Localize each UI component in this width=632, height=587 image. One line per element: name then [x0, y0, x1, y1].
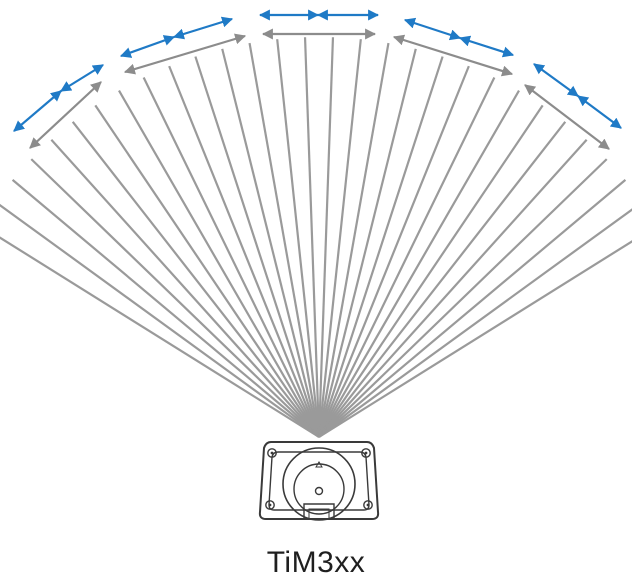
double-arrow-icon [403, 17, 462, 41]
scan-beam [317, 48, 417, 438]
double-arrow-icon [29, 81, 102, 149]
scan-beam [248, 42, 321, 438]
scan-beam [303, 37, 321, 438]
double-arrow-icon [172, 16, 234, 40]
scan-beam [94, 104, 320, 438]
double-arrow-icon [458, 35, 515, 58]
scan-beam [318, 77, 496, 438]
scan-beam [317, 37, 335, 438]
scan-beams [0, 37, 632, 438]
scan-beam [318, 90, 520, 438]
device-caption: TiM3xx [266, 546, 366, 579]
scan-beam [11, 179, 320, 438]
scan-beam [318, 179, 627, 438]
double-arrow-icon [13, 90, 62, 132]
scan-beam [142, 77, 320, 438]
scan-beam [276, 39, 321, 438]
scan-beam [318, 158, 608, 438]
double-arrow-icon [524, 84, 610, 150]
double-arrow-icon [392, 34, 514, 77]
double-arrow-icon [123, 33, 247, 75]
scan-beam [317, 42, 390, 438]
double-arrow-icon [533, 63, 579, 97]
scan-beam [317, 56, 444, 438]
scan-beam [0, 203, 320, 438]
scan-beam [318, 121, 567, 438]
scan-beam [0, 236, 320, 438]
double-arrow-icon [577, 95, 622, 129]
angular-resolution-arrows [13, 9, 622, 132]
double-arrow-icon [60, 64, 104, 92]
double-arrow-icon [119, 35, 176, 58]
scan-beam [318, 104, 544, 438]
scan-beam [318, 240, 632, 438]
scan-beam [30, 158, 320, 438]
scan-beam [221, 48, 321, 438]
angular-spacing-arrows [29, 28, 610, 150]
scan-beam [318, 139, 588, 438]
device-icon [258, 441, 380, 521]
scan-beam [50, 139, 320, 438]
scan-beam [317, 65, 470, 438]
scan-beam [118, 90, 320, 438]
scan-beam [168, 65, 321, 438]
scan-beam [318, 208, 632, 438]
scan-beam [317, 39, 362, 438]
scan-beam [194, 56, 321, 438]
scan-beam [71, 121, 320, 438]
